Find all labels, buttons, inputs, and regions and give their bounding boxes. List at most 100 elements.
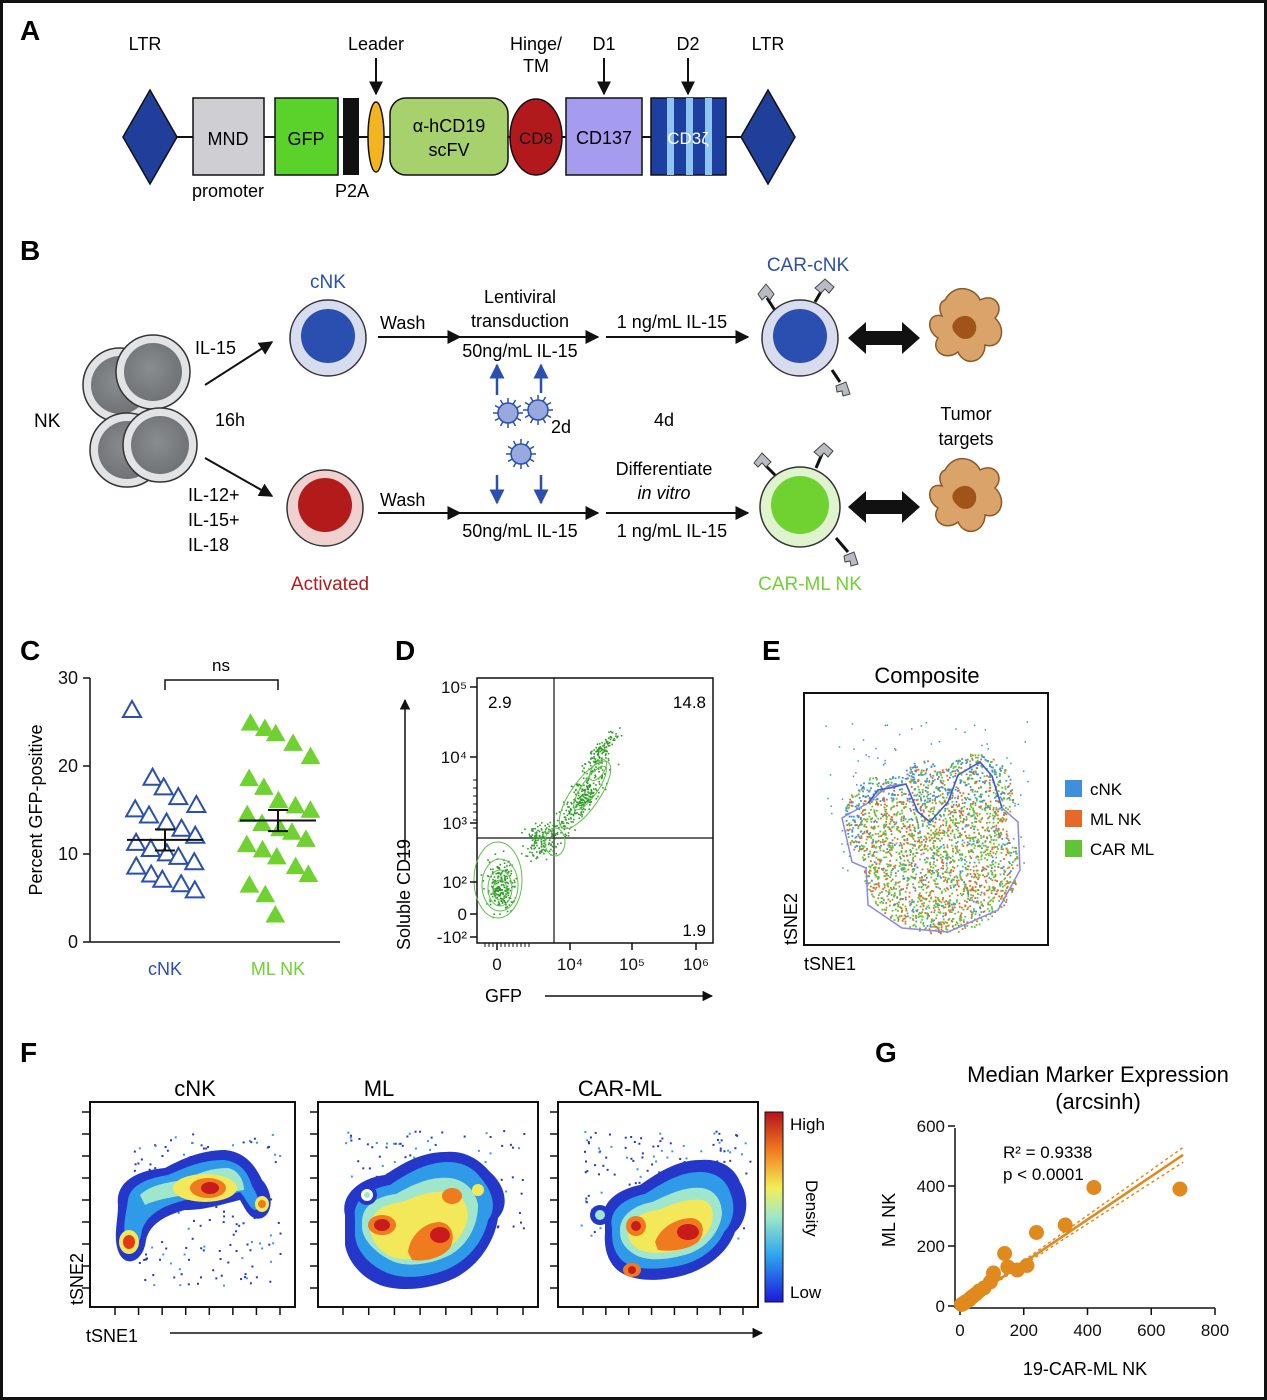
d-event-dot — [595, 797, 598, 800]
e-cell-dot — [915, 873, 918, 876]
e-cell-dot — [847, 823, 850, 825]
e-cell-dot — [924, 844, 926, 847]
e-cell-dot — [960, 919, 963, 921]
e-cell-dot — [905, 907, 908, 910]
e-cell-dot — [919, 807, 922, 810]
f-sparse-dot — [244, 1276, 247, 1279]
f-sparse-dot — [671, 1150, 674, 1153]
e-cell-dot — [865, 838, 868, 841]
e-cell-dot — [870, 821, 873, 823]
e-cell-dot — [999, 832, 1002, 834]
e-cell-dot — [904, 777, 907, 780]
e-cell-dot — [926, 905, 929, 908]
e-cell-dot — [975, 881, 978, 884]
e-cell-dot — [876, 783, 879, 786]
d-event-dot — [600, 749, 603, 751]
d-event-dot — [602, 787, 604, 789]
e-cell-dot — [950, 920, 953, 922]
e-cell-dot — [863, 800, 866, 803]
e-cell-dot — [944, 850, 947, 853]
e-cell-dot — [939, 771, 942, 774]
e-cell-dot — [871, 844, 874, 847]
e-cell-dot — [906, 842, 909, 845]
e-cell-dot — [981, 766, 984, 769]
e-cell-dot — [948, 917, 951, 920]
d-event-dot — [492, 881, 495, 883]
e-cell-dot — [933, 852, 936, 855]
d-event-dot — [587, 784, 590, 787]
e-cell-dot — [945, 925, 948, 928]
e-cell-dot — [925, 838, 928, 841]
e-cell-dot — [995, 850, 998, 853]
e-cell-dot — [1005, 830, 1008, 833]
d-event-dot — [540, 822, 543, 824]
e-cell-dot — [979, 906, 981, 909]
e-cell-dot — [948, 789, 950, 792]
e-cell-dot — [978, 874, 981, 877]
e-cell-dot — [934, 906, 937, 908]
e-cell-dot — [853, 819, 856, 822]
e-cell-dot — [946, 792, 949, 794]
d-event-dot — [601, 748, 604, 751]
e-cell-dot — [949, 812, 952, 815]
d-event-dot — [589, 784, 591, 786]
e-cell-dot — [879, 846, 881, 849]
e-cell-dot — [991, 910, 994, 912]
e-cell-dot — [888, 828, 891, 830]
e-cell-dot — [996, 783, 999, 786]
d-event-dot — [550, 843, 552, 846]
e-cell-dot — [979, 800, 982, 803]
e-cell-dot — [987, 903, 989, 906]
e-cell-dot — [900, 844, 903, 847]
e-cell-dot — [861, 787, 864, 789]
e-cell-dot — [962, 919, 965, 922]
e-cell-dot — [980, 858, 983, 861]
g-data-point — [1086, 1180, 1102, 1195]
f-sparse-dot — [624, 1146, 627, 1149]
d1-label: D1 — [592, 34, 615, 54]
e-cell-dot — [973, 831, 976, 834]
e-cell-dot — [857, 825, 860, 828]
e-cell-dot — [931, 799, 934, 801]
d-event-dot — [571, 802, 573, 805]
d-event-dot — [588, 800, 591, 802]
e-cell-dot — [1001, 882, 1004, 885]
e-cell-dot — [946, 834, 949, 837]
e-cell-dot — [933, 794, 935, 797]
e-cell-dot — [866, 789, 869, 792]
e-cell-dot — [978, 800, 981, 803]
e-cell-dot — [1008, 785, 1010, 788]
d-event-dot — [534, 822, 537, 825]
e-cell-dot — [825, 725, 827, 727]
e-cell-dot — [919, 841, 921, 844]
e-cell-dot — [880, 785, 882, 788]
e-cell-dot — [937, 847, 940, 850]
e-cell-dot — [981, 842, 984, 845]
e-cell-dot — [953, 809, 956, 811]
e-cell-dot — [947, 902, 949, 905]
d-event-dot — [550, 844, 552, 847]
d-event-dot — [522, 845, 524, 847]
f-sparse-dot — [151, 1246, 154, 1249]
e-cell-dot — [873, 887, 876, 889]
e-cell-dot — [970, 768, 973, 771]
e-cell-dot — [969, 884, 972, 887]
f-sparse-dot — [406, 1135, 409, 1138]
e-cell-dot — [846, 824, 849, 826]
e-cell-dot — [943, 830, 946, 833]
e-cell-dot — [906, 773, 909, 776]
d-event-dot — [581, 790, 583, 793]
d-event-dot — [502, 891, 504, 894]
d-event-dot — [573, 811, 576, 814]
e-cell-dot — [886, 863, 889, 866]
e-cell-dot — [955, 828, 958, 831]
e-cell-dot — [911, 776, 914, 779]
e-cell-dot — [932, 900, 935, 903]
e-cell-dot — [910, 865, 913, 868]
f-sparse-dot — [277, 1221, 280, 1224]
e-cell-dot — [1009, 881, 1012, 883]
e-cell-dot — [838, 746, 841, 748]
e-cell-dot — [985, 915, 987, 918]
e-cell-dot — [942, 771, 944, 774]
e-cell-dot — [910, 768, 912, 771]
